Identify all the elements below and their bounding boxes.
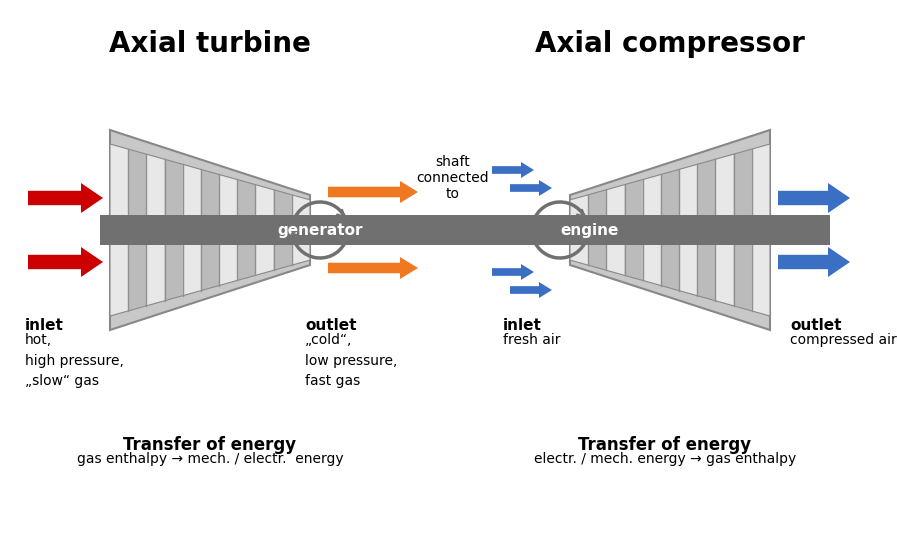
Polygon shape (570, 144, 770, 316)
Polygon shape (492, 264, 534, 280)
Polygon shape (697, 159, 716, 301)
Polygon shape (661, 169, 679, 291)
Polygon shape (510, 282, 552, 298)
Polygon shape (588, 190, 606, 270)
Polygon shape (328, 257, 418, 279)
Text: inlet: inlet (503, 318, 542, 333)
Polygon shape (734, 149, 752, 311)
Text: outlet: outlet (790, 318, 841, 333)
Text: engine: engine (560, 223, 618, 237)
Polygon shape (128, 149, 146, 311)
Text: inlet: inlet (25, 318, 64, 333)
Polygon shape (28, 183, 103, 213)
Text: generator: generator (277, 223, 362, 237)
FancyBboxPatch shape (100, 215, 455, 245)
Polygon shape (624, 180, 643, 280)
Text: Axial compressor: Axial compressor (536, 30, 805, 58)
Polygon shape (110, 130, 310, 330)
Text: electr. / mech. energy → gas enthalpy: electr. / mech. energy → gas enthalpy (534, 452, 797, 466)
Polygon shape (274, 190, 292, 270)
Text: compressed air: compressed air (790, 333, 897, 347)
Text: shaft
connected
to: shaft connected to (417, 155, 489, 201)
Polygon shape (201, 169, 219, 291)
Polygon shape (164, 159, 183, 301)
Polygon shape (110, 144, 310, 316)
Text: hot,
high pressure,
„slow“ gas: hot, high pressure, „slow“ gas (25, 333, 124, 388)
Text: fresh air: fresh air (503, 333, 561, 347)
FancyBboxPatch shape (455, 215, 830, 245)
Text: Transfer of energy: Transfer of energy (124, 436, 297, 454)
Polygon shape (238, 180, 256, 280)
Polygon shape (328, 181, 418, 203)
Polygon shape (778, 247, 850, 277)
Polygon shape (28, 247, 103, 277)
Polygon shape (570, 130, 770, 330)
Text: Axial turbine: Axial turbine (109, 30, 311, 58)
Polygon shape (778, 183, 850, 213)
Polygon shape (492, 162, 534, 178)
Text: outlet: outlet (305, 318, 356, 333)
Text: Transfer of energy: Transfer of energy (579, 436, 752, 454)
Text: gas enthalpy → mech. / electr.  energy: gas enthalpy → mech. / electr. energy (76, 452, 344, 466)
Polygon shape (510, 180, 552, 196)
Text: „cold“,
low pressure,
fast gas: „cold“, low pressure, fast gas (305, 333, 397, 388)
